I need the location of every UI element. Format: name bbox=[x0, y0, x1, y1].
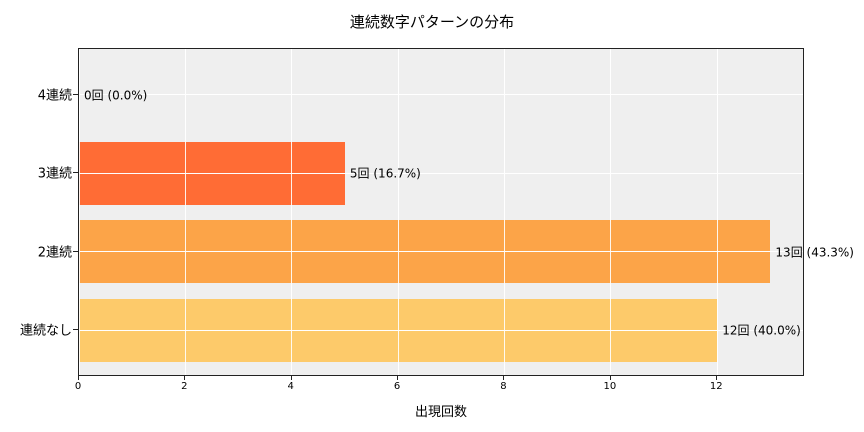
x-tick bbox=[78, 376, 79, 380]
x-tick-label: 0 bbox=[74, 381, 82, 392]
y-tick bbox=[73, 172, 78, 173]
x-tick bbox=[503, 376, 505, 380]
x-tick-label: 6 bbox=[393, 381, 401, 392]
grid-line-x bbox=[610, 49, 612, 375]
bar-value-label: 12回 (40.0%) bbox=[722, 323, 801, 338]
x-tick-label: 8 bbox=[500, 381, 507, 392]
x-tick bbox=[609, 376, 611, 380]
plot-area: 12回 (40.0%) 13回 (43.3%) 5回 (16.7%) 0回 (0.0%… bbox=[78, 48, 854, 376]
grid-line-y bbox=[79, 94, 803, 95]
y-tick bbox=[73, 250, 78, 252]
y-tick bbox=[73, 329, 78, 330]
x-tick bbox=[290, 376, 292, 380]
grid-line-x bbox=[716, 49, 718, 375]
x-tick-label: 10 bbox=[603, 381, 617, 392]
grid-line-y bbox=[79, 172, 803, 174]
x-tick-label: 2 bbox=[181, 381, 188, 392]
x-tick bbox=[716, 376, 718, 380]
bar-value-label: 13回 (43.3%) bbox=[775, 245, 854, 259]
grid-line-x bbox=[291, 49, 293, 375]
x-tick-label: 12 bbox=[709, 381, 723, 392]
y-tick-label: 3連続 bbox=[37, 166, 72, 182]
grid-line-x bbox=[184, 49, 186, 375]
bar-value-label: 0回 (0.0%) bbox=[84, 88, 148, 102]
x-axis-label: 出現回数 bbox=[414, 405, 467, 420]
y-tick-label: 4連続 bbox=[37, 88, 72, 103]
grid-line-x bbox=[397, 49, 399, 375]
grid-line-x bbox=[503, 49, 505, 375]
grid-line-y bbox=[79, 329, 803, 331]
y-tick-label: 2連続 bbox=[37, 245, 72, 260]
y-tick bbox=[73, 93, 78, 95]
x-tick bbox=[397, 376, 399, 380]
x-tick-label: 4 bbox=[287, 381, 294, 392]
grid-line-y bbox=[79, 251, 803, 252]
bar-value-label: 5回 (16.7%) bbox=[349, 166, 421, 181]
y-tick-label: 連続なし bbox=[19, 323, 72, 339]
x-tick bbox=[184, 376, 186, 380]
chart-title: 連続数字パターンの分布 bbox=[349, 13, 515, 31]
grid-line-x bbox=[78, 49, 80, 375]
